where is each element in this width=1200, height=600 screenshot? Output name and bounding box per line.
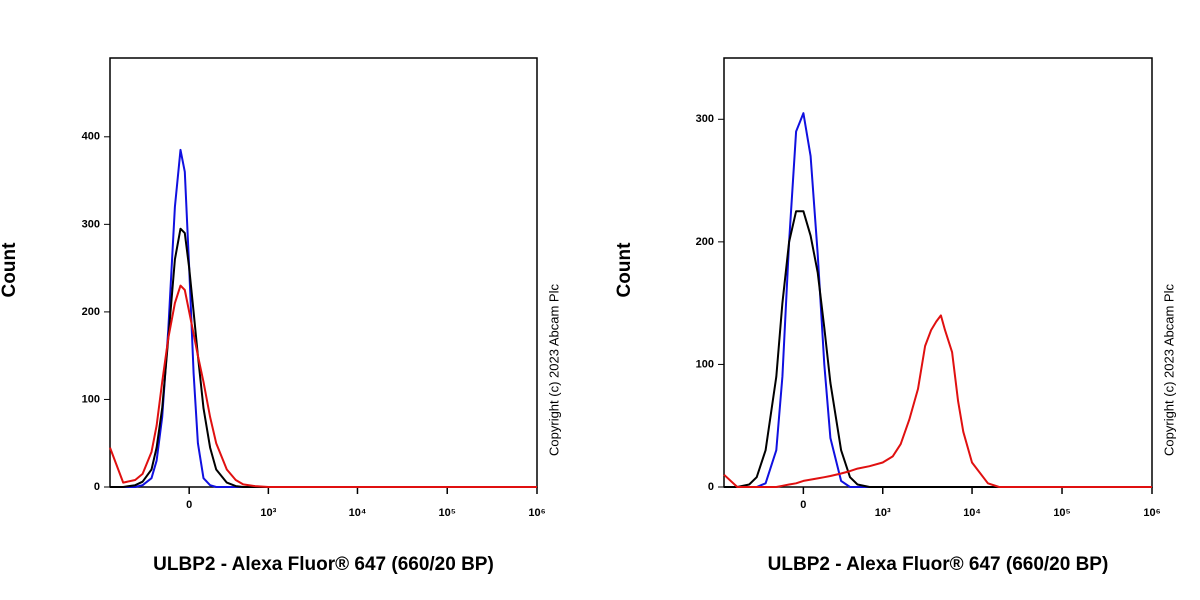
y-tick-label: 0 bbox=[94, 481, 100, 493]
histogram-line bbox=[110, 148, 537, 488]
x-tick-label: 10⁶ bbox=[1143, 507, 1160, 519]
x-tick-label: 10⁴ bbox=[963, 507, 981, 519]
histogram-line bbox=[110, 227, 537, 488]
y-tick-label: 300 bbox=[82, 218, 100, 230]
y-tick-label: 100 bbox=[82, 393, 100, 405]
y-axis-label: Count bbox=[0, 242, 20, 298]
copyright: Copyright (c) 2023 Abcam Plc bbox=[546, 284, 561, 456]
histogram-line bbox=[724, 112, 1152, 488]
y-tick-label: 100 bbox=[696, 358, 714, 370]
x-tick-label: 10⁵ bbox=[1053, 507, 1070, 519]
x-tick-label: 10⁶ bbox=[528, 507, 545, 519]
x-axis-label: ULBP2 - Alexa Fluor® 647 (660/20 BP) bbox=[768, 554, 1109, 575]
x-tick-label: 0 bbox=[800, 499, 806, 511]
x-axis-label: ULBP2 - Alexa Fluor® 647 (660/20 BP) bbox=[153, 554, 494, 575]
y-axis-label: Count bbox=[614, 242, 635, 298]
x-tick-label: 10³ bbox=[260, 507, 276, 519]
histogram-line bbox=[109, 284, 537, 488]
x-tick-label: 10³ bbox=[875, 507, 891, 519]
copyright: Copyright (c) 2023 Abcam Plc bbox=[1161, 284, 1176, 456]
y-tick-label: 400 bbox=[82, 131, 100, 143]
y-tick-label: 300 bbox=[696, 113, 714, 125]
x-tick-label: 10⁴ bbox=[349, 507, 367, 519]
x-tick-label: 0 bbox=[186, 499, 192, 511]
histogram-line bbox=[723, 314, 1152, 488]
y-tick-label: 200 bbox=[82, 306, 100, 318]
y-tick-label: 0 bbox=[708, 481, 714, 493]
x-tick-label: 10⁵ bbox=[439, 507, 456, 519]
y-tick-label: 200 bbox=[696, 236, 714, 248]
histogram-line bbox=[724, 210, 1152, 488]
